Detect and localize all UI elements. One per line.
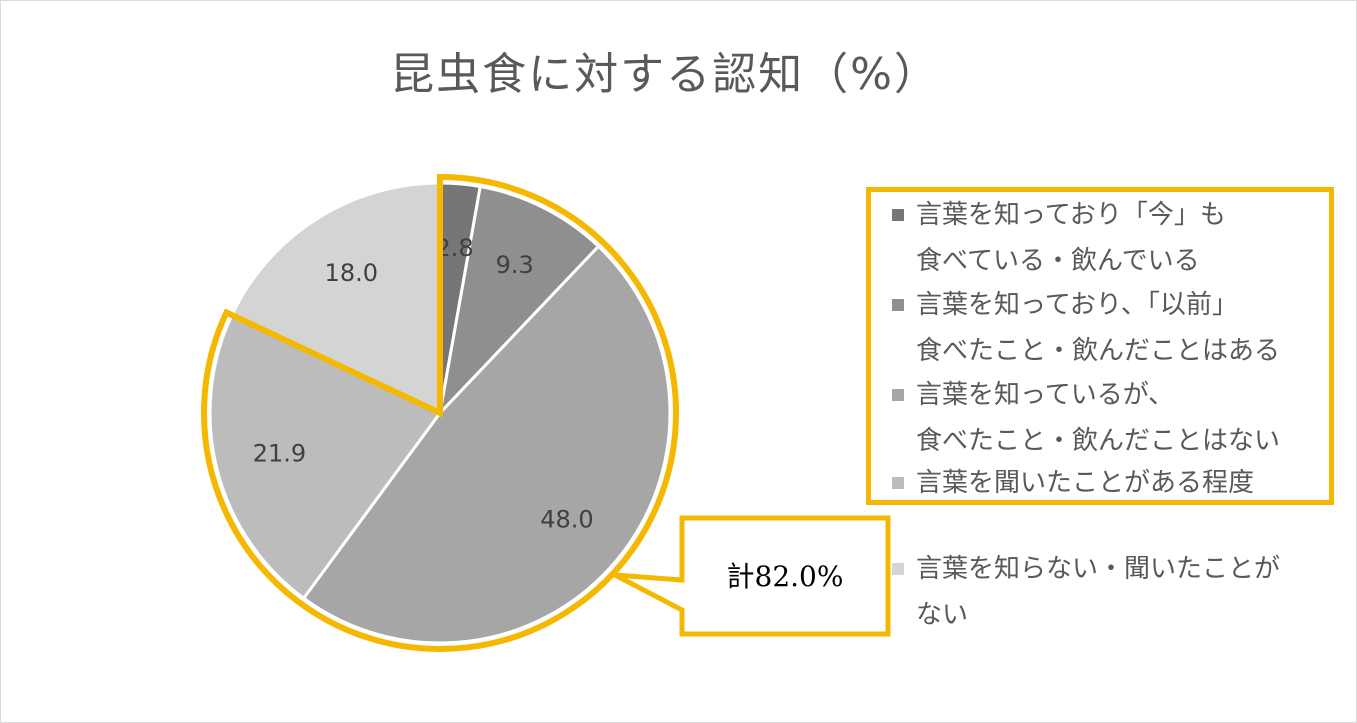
highlight-outline	[201, 173, 679, 652]
legend-item-1: 言葉を知っており「今」も 食べている・飲んでいる	[892, 192, 1226, 284]
legend-label-5-line-1: 言葉を知らない・聞いたことが	[916, 554, 1281, 584]
pie-slice-5	[229, 181, 442, 416]
data-label-2: 9.3	[496, 251, 534, 279]
legend-swatch-4	[892, 477, 904, 489]
legend-label-3-line-1: 言葉を知っているが、	[916, 380, 1175, 410]
legend-label-2-line-2: 食べたこと・飲んだことはある	[916, 336, 1281, 366]
legend-item-2: 言葉を知っており、「以前」食べたこと・飲んだことはある	[892, 282, 1280, 374]
legend-item-4: 言葉を聞いたことがある程度	[892, 460, 1254, 506]
pie-slice-3	[301, 244, 672, 645]
pie-slice-2	[437, 184, 601, 418]
callout-box	[613, 515, 891, 637]
legend-label-2-line-1: 言葉を知っており、「以前」	[916, 290, 1238, 320]
legend-item-5: 言葉を知らない・聞いたことが ない	[892, 546, 1280, 638]
legend-item-3: 言葉を知っているが、食べたこと・飲んだことはない	[892, 372, 1280, 464]
callout-total-label: 計82.0%	[726, 560, 844, 593]
legend-label-1-line-1: 言葉を知っており「今」も	[916, 200, 1226, 230]
data-label-4: 21.9	[253, 440, 306, 468]
pie-slice-4	[208, 313, 443, 601]
data-label-3: 48.0	[540, 505, 593, 533]
legend-label-4-line-1: 言葉を聞いたことがある程度	[916, 468, 1255, 498]
legend-swatch-1	[892, 209, 904, 221]
legend-label-5-line-2: ない	[916, 600, 969, 630]
legend-label-3-line-2: 食べたこと・飲んだことはない	[916, 426, 1281, 456]
legend-swatch-5	[892, 563, 904, 575]
legend-highlight-box	[866, 187, 1334, 505]
legend-label-1-line-2: 食べている・飲んでいる	[916, 246, 1200, 276]
legend-swatch-2	[892, 299, 904, 311]
chart-title: 昆虫食に対する認知（%）	[390, 49, 940, 100]
legend-swatch-3	[892, 389, 904, 401]
data-label-5: 18.0	[325, 259, 378, 287]
